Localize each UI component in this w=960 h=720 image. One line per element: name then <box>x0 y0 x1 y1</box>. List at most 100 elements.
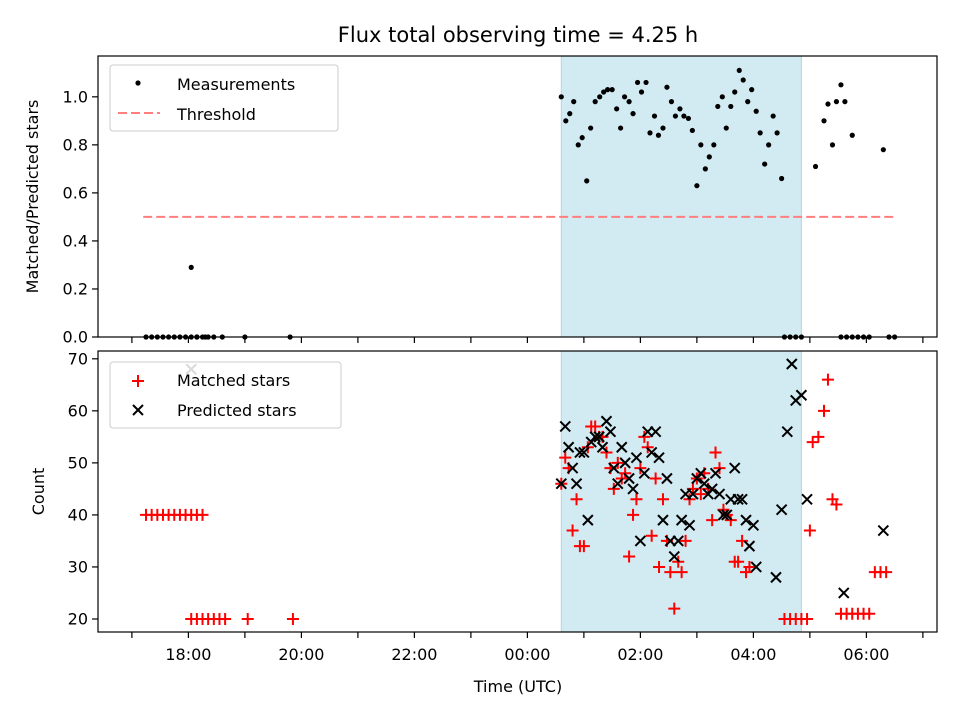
measurement-point <box>821 118 827 124</box>
legend-predicted-marker <box>132 404 144 416</box>
predicted-star-point <box>781 425 793 438</box>
matched-star-point <box>743 560 756 573</box>
top-legend: Measurements Threshold <box>109 64 339 132</box>
matched-star-point <box>577 540 590 553</box>
matched-star-point <box>241 612 254 625</box>
predicted-star-point <box>786 358 798 370</box>
measurement-point <box>880 147 886 153</box>
predicted-star-point <box>649 425 662 438</box>
predicted-star-point <box>736 493 748 506</box>
predicted-star-point <box>657 514 669 526</box>
measurement-point <box>575 142 581 148</box>
bottom-xtick-label: 20:00 <box>278 645 324 664</box>
matched-star-point <box>653 560 666 573</box>
predicted-star-point <box>630 451 643 464</box>
bottom-xtick-label: 22:00 <box>391 645 437 664</box>
measurement-point <box>558 94 564 100</box>
matched-star-point <box>736 534 749 547</box>
predicted-star-point <box>578 446 590 459</box>
matched-star-point <box>566 524 579 537</box>
matched-star-point <box>675 566 688 579</box>
measurement-point <box>592 99 598 105</box>
matched-star-point <box>638 430 651 443</box>
measurement-point <box>723 125 729 131</box>
top-y-ticks: 0.0 0.2 0.4 0.6 0.8 1.0 <box>63 87 98 347</box>
measurement-point <box>668 99 675 105</box>
measurement-point <box>753 108 759 114</box>
matched-star-point <box>645 529 658 542</box>
measurement-point <box>728 103 734 110</box>
predicted-star-point <box>687 488 699 500</box>
legend-matched-marker <box>132 375 144 387</box>
measurement-point <box>660 125 666 131</box>
top-ytick-label: 0.4 <box>63 231 88 250</box>
matched-star-point <box>668 602 681 615</box>
measurement-point <box>749 87 755 93</box>
measurement-point <box>829 142 836 148</box>
matched-star-point <box>821 373 834 386</box>
measurement-point <box>647 130 653 136</box>
predicted-star-point <box>600 415 613 427</box>
measurement-point <box>842 99 848 105</box>
matched-star-point <box>219 612 232 625</box>
predicted-star-point <box>801 493 813 506</box>
matched-star-point <box>732 555 745 568</box>
matched-star-point <box>559 451 572 464</box>
predicted-star-point <box>672 535 684 547</box>
measurement-point <box>740 77 746 83</box>
measurement-point <box>762 161 768 167</box>
legend-measurements-marker <box>135 80 141 86</box>
predicted-star-point <box>732 493 744 506</box>
measurement-point <box>584 178 590 184</box>
measurement-point <box>745 99 751 105</box>
matched-star-point <box>679 534 692 547</box>
matched-star-point <box>706 514 719 527</box>
predicted-star-point <box>695 467 707 479</box>
matched-star-point <box>623 550 636 563</box>
predicted-star-point <box>653 451 665 464</box>
measurement-point <box>188 264 194 270</box>
measurement-point <box>770 113 776 119</box>
measurement-point <box>757 130 763 136</box>
measurement-point <box>597 94 603 100</box>
bottom-legend: Matched stars Predicted stars <box>109 361 342 429</box>
measurement-point <box>711 142 717 148</box>
predicted-star-point <box>706 483 718 495</box>
predicted-star-point <box>604 425 617 438</box>
measurement-point <box>571 99 577 105</box>
bottom-ytick-label: 40 <box>68 505 88 524</box>
bottom-x-ticks: 18:00 20:00 22:00 00:00 02:00 04:00 06:00 <box>131 632 924 664</box>
observing-window-shade-bottom <box>560 350 802 633</box>
measurement-point <box>567 111 573 117</box>
measurement-point <box>715 103 721 110</box>
measurement-point <box>689 127 695 134</box>
measurement-point <box>672 113 679 119</box>
predicted-star-point <box>747 519 760 532</box>
measurement-point <box>698 142 704 148</box>
matched-star-point <box>709 446 722 459</box>
predicted-star-point <box>661 472 673 485</box>
matched-star-point <box>806 436 819 449</box>
bottom-ytick-label: 60 <box>68 401 88 420</box>
measurement-point <box>719 94 725 100</box>
legend-measurements-label: Measurements <box>177 75 295 94</box>
predicted-star-point <box>838 587 850 599</box>
top-ytick-label: 1.0 <box>63 87 88 106</box>
measurement-point <box>664 84 670 90</box>
matched-star-point <box>801 612 814 625</box>
predicted-star-point <box>668 550 680 563</box>
matched-star-point <box>812 430 825 443</box>
predicted-star-point <box>555 477 567 490</box>
bottom-axes-frame <box>97 350 938 633</box>
bottom-ytick-label: 30 <box>68 557 88 576</box>
measurement-point <box>651 113 658 119</box>
predicted-star-point <box>608 462 620 474</box>
predicted-star-point <box>709 467 722 479</box>
predicted-star-point <box>698 477 710 490</box>
bottom-y-axis-label: Count <box>29 468 48 516</box>
legend-threshold-label: Threshold <box>176 105 256 124</box>
predicted-star-point <box>729 462 741 474</box>
predicted-star-point <box>740 514 752 526</box>
measurement-point <box>702 166 708 172</box>
predicted-star-point <box>683 519 696 532</box>
